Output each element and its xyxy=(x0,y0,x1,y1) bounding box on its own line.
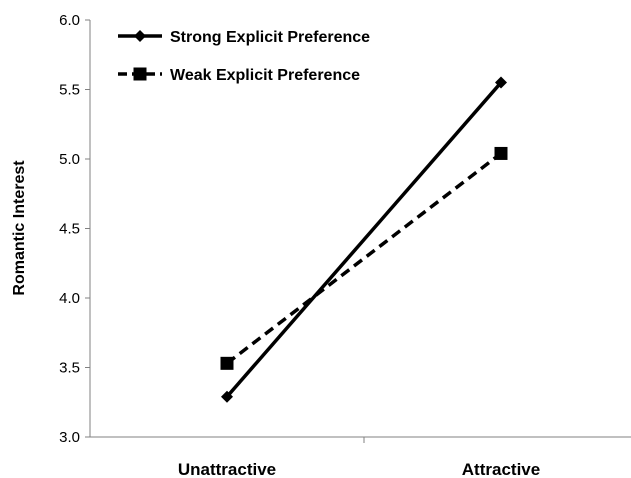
legend-label: Weak Explicit Preference xyxy=(170,67,360,84)
legend: Strong Explicit Preference Weak Explicit … xyxy=(118,29,370,84)
y-axis-ticks: 3.0 3.5 4.0 4.5 5.0 5.5 6.0 xyxy=(59,12,90,446)
legend-item: Weak Explicit Preference xyxy=(118,67,360,84)
legend-diamond-marker xyxy=(134,30,146,42)
y-tick-label: 4.0 xyxy=(59,290,80,307)
series-weak xyxy=(220,146,508,370)
series-strong xyxy=(221,76,507,403)
y-tick-label: 5.0 xyxy=(59,151,80,168)
y-tick-label: 4.5 xyxy=(59,221,80,238)
series-line xyxy=(225,81,503,398)
y-tick-label: 3.0 xyxy=(59,429,80,446)
x-category-label: Attractive xyxy=(462,460,540,478)
x-category-label: Unattractive xyxy=(178,460,276,478)
data-point-diamond-marker xyxy=(221,390,233,403)
legend-label: Strong Explicit Preference xyxy=(170,29,370,46)
x-axis-ticks: Unattractive Attractive xyxy=(178,437,540,478)
legend-square-marker xyxy=(133,67,147,81)
y-tick-label: 3.5 xyxy=(59,360,80,377)
y-axis-title: Romantic Interest xyxy=(11,160,28,296)
y-tick-label: 5.5 xyxy=(59,82,80,99)
data-point-square-marker xyxy=(494,146,508,160)
data-point-diamond-marker xyxy=(495,76,507,89)
y-tick-label: 6.0 xyxy=(59,12,80,29)
series-layer xyxy=(220,76,508,403)
series-line xyxy=(225,152,503,365)
legend-item: Strong Explicit Preference xyxy=(118,29,370,46)
data-point-square-marker xyxy=(220,356,234,370)
